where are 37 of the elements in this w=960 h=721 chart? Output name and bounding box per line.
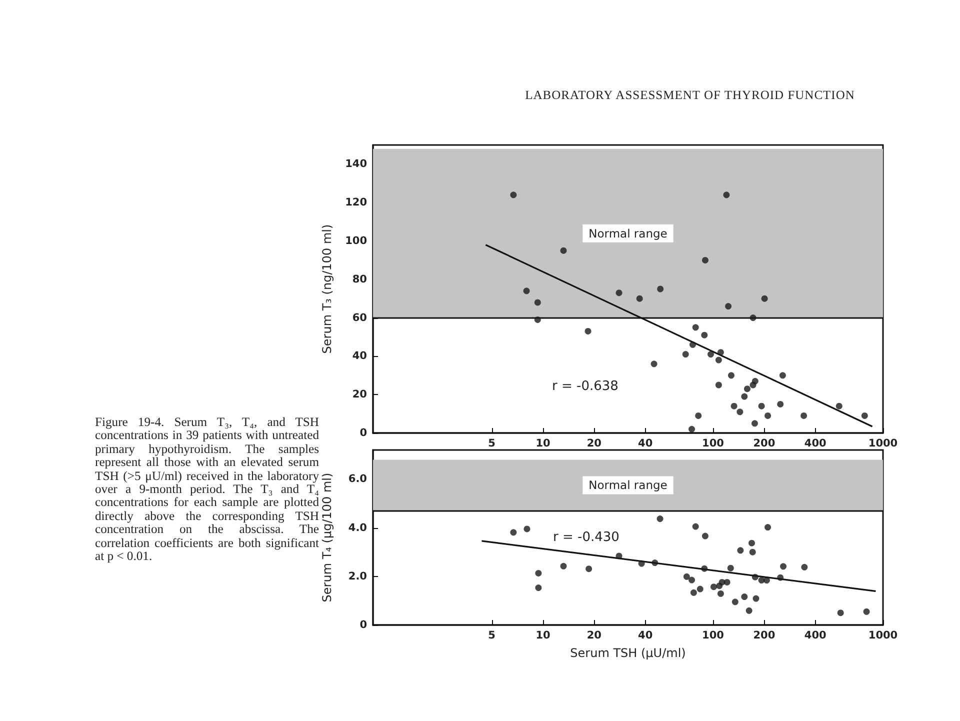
y-tick-label: 100 [345,235,367,247]
x-tick-label: 1000 [868,630,898,642]
y-axis-title: Serum T₃ (ng/100 ml) [320,224,334,354]
x-axis-title: Serum TSH (μU/ml) [570,646,686,660]
x-tick-label: 10 [536,630,550,642]
y-tick-label: 4.0 [348,522,367,534]
y-tick-label: 120 [345,196,367,209]
y-tick-label: 40 [352,350,367,362]
y-tick-label: 60 [352,312,367,324]
y-axis-title: Serum T₄ (μg/100 ml) [320,472,334,602]
y-tick-label: 0 [360,427,367,439]
annotation: r = -0.430 [553,530,620,545]
x-tick-label: 400 [804,630,826,642]
x-tick-label: 10 [536,438,550,450]
annotation: r = -0.638 [552,379,618,394]
x-tick-label: 20 [586,438,602,450]
y-tick-label: 140 [345,158,367,170]
y-tick-label: 2.0 [348,570,367,582]
band-label: Normal range [588,226,668,240]
band-label: Normal range [588,478,668,492]
chart-title: LABORATORY ASSESSMENT OF THYROID FUNCTION [524,88,856,103]
x-tick-label: 100 [702,630,724,642]
x-tick-label: 5 [488,630,496,642]
x-tick-label: 20 [586,630,602,642]
text: Figure 19-4. Serum T₃, T₄, and TSH concentrations in 39 patients with untreated primary hypothyroidism. The samples represent all those with an elevated serum TSH (>5 μU/ml) received in the laboratory over a 9-month period. The T₃ and T₄ concentrations for each sample are plotted directly above the corresponding TSH concentration on the abscissa. The correlation coefficients are both significant at p < 0.01. [95,415,319,564]
x-tick-label: 100 [702,438,724,450]
y-tick-label: 0 [360,619,367,631]
x-tick-label: 200 [753,630,776,642]
x-tick-label: 1000 [868,438,898,450]
y-tick-label: 6.0 [348,473,367,486]
x-tick-label: 40 [638,438,653,450]
x-tick-label: 40 [638,630,653,642]
x-tick-label: 200 [753,438,776,450]
y-tick-label: 20 [352,388,367,401]
y-tick-label: 80 [352,273,367,286]
x-tick-label: 5 [488,438,496,450]
x-tick-label: 400 [804,438,826,450]
